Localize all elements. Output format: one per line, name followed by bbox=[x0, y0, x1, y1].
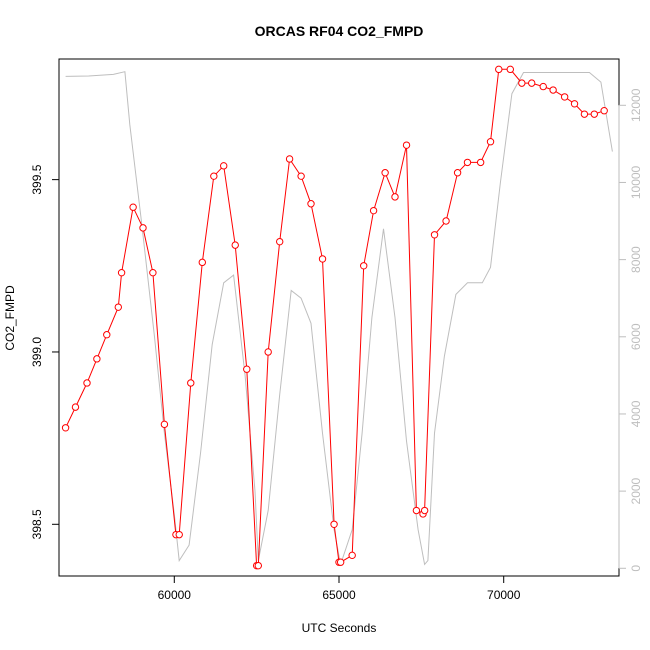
right-y-tick-label: 8000 bbox=[629, 246, 643, 273]
co2-data-point bbox=[83, 379, 91, 387]
series-layer bbox=[61, 65, 613, 570]
co2-data-point bbox=[430, 231, 439, 239]
co2-data-point bbox=[231, 241, 239, 249]
co2-data-point bbox=[348, 551, 356, 560]
co2-data-point bbox=[187, 379, 195, 387]
co2-data-point bbox=[243, 365, 251, 373]
y-axis-label: CO2_FMPD bbox=[3, 285, 17, 351]
co2-data-point bbox=[220, 162, 228, 170]
right-y-axis: 0 2000 4000 6000 8000 10000 12000 bbox=[618, 88, 643, 572]
co2-data-point bbox=[391, 193, 399, 201]
co2-data-point bbox=[590, 110, 598, 118]
co2-data-point bbox=[549, 86, 557, 94]
co2-data-point bbox=[297, 172, 305, 180]
co2-data-point bbox=[198, 258, 206, 267]
co2-data-point bbox=[463, 158, 472, 167]
co2-data-point bbox=[264, 348, 272, 356]
co2-data-point bbox=[318, 255, 327, 263]
left-y-tick-label: 398.5 bbox=[30, 509, 44, 539]
secondary-series-line bbox=[65, 71, 613, 567]
co2-data-point bbox=[476, 158, 485, 167]
left-y-axis: 398.5 399.0 399.5 bbox=[30, 164, 60, 539]
co2-data-point bbox=[495, 65, 503, 74]
right-y-tick-label: 0 bbox=[629, 565, 643, 572]
co2-data-point bbox=[486, 138, 495, 146]
co2-data-point bbox=[160, 420, 169, 429]
co2-data-point bbox=[330, 520, 338, 528]
co2-data-point bbox=[139, 224, 147, 232]
co2-data-point bbox=[276, 237, 284, 246]
co2-data-point bbox=[129, 203, 137, 211]
co2-series-line bbox=[65, 68, 605, 567]
left-y-tick-label: 399.5 bbox=[30, 164, 44, 194]
co2-data-point bbox=[307, 200, 315, 208]
right-y-tick-label: 12000 bbox=[629, 88, 643, 122]
co2-data-point bbox=[114, 303, 122, 311]
co2-data-point bbox=[600, 107, 608, 115]
co2-data-point bbox=[506, 65, 514, 74]
right-y-tick-label: 2000 bbox=[629, 477, 643, 504]
right-y-tick-label: 4000 bbox=[629, 400, 643, 427]
x-axis-label: UTC Seconds bbox=[302, 621, 377, 635]
co2-data-point bbox=[412, 506, 421, 515]
co2-data-point bbox=[570, 100, 579, 108]
right-y-tick-label: 10000 bbox=[629, 165, 643, 199]
co2-data-point bbox=[360, 262, 368, 270]
co2-data-point bbox=[93, 355, 101, 363]
x-tick-label: 60000 bbox=[158, 588, 192, 602]
co2-data-point bbox=[580, 110, 589, 118]
co2-data-point bbox=[539, 82, 547, 91]
x-tick-label: 70000 bbox=[487, 588, 521, 602]
co2-data-point bbox=[402, 141, 411, 149]
co2-data-point bbox=[103, 331, 111, 339]
co2-data-point bbox=[71, 403, 80, 411]
co2-data-point bbox=[560, 93, 569, 101]
co2-data-point bbox=[149, 268, 157, 277]
x-axis: 60000 65000 70000 bbox=[158, 575, 521, 602]
left-y-tick-label: 399.0 bbox=[30, 337, 44, 367]
co2-data-point bbox=[285, 155, 294, 163]
co2-data-point bbox=[254, 561, 262, 570]
co2-data-point bbox=[336, 558, 345, 566]
co2-data-point bbox=[420, 506, 429, 515]
co2-data-point bbox=[175, 530, 183, 539]
co2-data-point bbox=[518, 79, 526, 87]
right-y-tick-label: 6000 bbox=[629, 323, 643, 350]
co2-data-point bbox=[442, 217, 450, 225]
co2-data-point bbox=[381, 169, 389, 177]
plot-area-box bbox=[58, 58, 620, 577]
co2-data-point bbox=[61, 424, 70, 432]
co2-data-point bbox=[117, 268, 126, 277]
co2-data-point bbox=[210, 172, 218, 180]
x-tick-label: 65000 bbox=[322, 588, 356, 602]
co2-data-point bbox=[369, 206, 378, 215]
co2-data-point bbox=[453, 169, 462, 177]
chart-title: ORCAS RF04 CO2_FMPD bbox=[255, 23, 424, 39]
co2-data-point bbox=[528, 79, 536, 87]
